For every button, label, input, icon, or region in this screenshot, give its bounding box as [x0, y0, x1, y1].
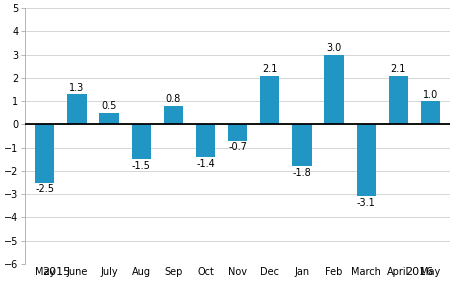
- Bar: [196, 124, 215, 157]
- Text: 2.1: 2.1: [262, 64, 277, 74]
- Text: -1.5: -1.5: [132, 161, 151, 171]
- Bar: [389, 76, 408, 124]
- Bar: [99, 113, 118, 124]
- Bar: [356, 124, 376, 197]
- Text: -0.7: -0.7: [228, 142, 247, 152]
- Bar: [292, 124, 311, 166]
- Text: 1.0: 1.0: [423, 89, 438, 100]
- Text: 2.1: 2.1: [391, 64, 406, 74]
- Bar: [164, 106, 183, 124]
- Text: 2015: 2015: [43, 267, 71, 277]
- Bar: [67, 94, 87, 124]
- Text: 2016: 2016: [405, 267, 433, 277]
- Text: 0.5: 0.5: [101, 101, 117, 111]
- Bar: [325, 55, 344, 124]
- Bar: [228, 124, 247, 141]
- Bar: [260, 76, 280, 124]
- Bar: [421, 101, 440, 124]
- Text: -1.8: -1.8: [292, 168, 311, 178]
- Bar: [132, 124, 151, 159]
- Text: 0.8: 0.8: [166, 94, 181, 104]
- Bar: [35, 124, 54, 182]
- Text: -1.4: -1.4: [196, 159, 215, 169]
- Text: -3.1: -3.1: [357, 198, 375, 208]
- Text: 1.3: 1.3: [69, 82, 84, 93]
- Text: -2.5: -2.5: [35, 184, 54, 194]
- Text: 3.0: 3.0: [326, 43, 342, 53]
